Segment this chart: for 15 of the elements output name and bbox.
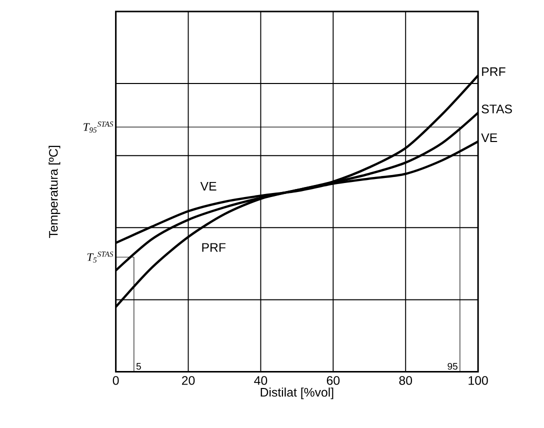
x-tick-label: 20 <box>182 376 195 385</box>
ref-line-label: 95 <box>448 362 458 370</box>
y-axis-title: Temperatura [ºC] <box>48 146 60 238</box>
ref-line-label: 5 <box>136 362 141 370</box>
x-axis-title: Distilat [%vol] <box>260 388 334 400</box>
series-label: PRF <box>482 67 506 76</box>
series-label: STAS <box>482 104 512 114</box>
series-label: VE <box>481 133 498 142</box>
x-tick-label: 80 <box>399 376 412 385</box>
x-tick-label: 0 <box>112 376 119 385</box>
x-tick-label: 100 <box>468 376 488 385</box>
x-tick-label: 40 <box>254 376 268 385</box>
annotation: PRF <box>202 243 226 252</box>
annotation: VE <box>200 182 216 190</box>
x-tick-label: 60 <box>326 376 340 385</box>
